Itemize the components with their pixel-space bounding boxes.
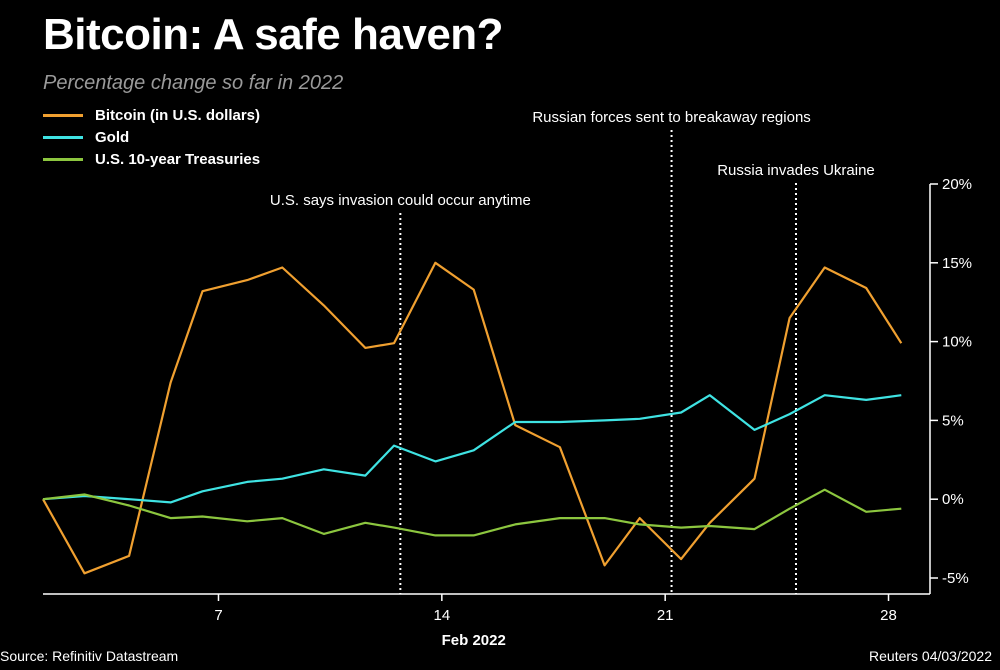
source-note: Source: Refinitiv Datastream xyxy=(0,648,179,664)
annotation-label: Russia invades Ukraine xyxy=(717,162,875,179)
x-axis-title: Feb 2022 xyxy=(442,632,506,649)
chart-title: Bitcoin: A safe haven? xyxy=(43,10,504,59)
legend-swatch-treasuries xyxy=(43,157,83,161)
legend-swatch-gold xyxy=(43,135,83,139)
x-tick-label: 7 xyxy=(214,607,222,624)
legend-item-bitcoin: Bitcoin (in U.S. dollars) xyxy=(43,104,260,126)
x-tick-label: 28 xyxy=(880,607,897,624)
y-tick-label: 15% xyxy=(942,255,972,272)
legend-item-gold: Gold xyxy=(43,126,260,148)
chart-subtitle: Percentage change so far in 2022 xyxy=(43,72,344,94)
annotation-label: U.S. says invasion could occur anytime xyxy=(270,192,531,209)
y-tick-label: -5% xyxy=(942,570,969,587)
x-tick-label: 14 xyxy=(433,607,450,624)
gold-line xyxy=(42,394,902,504)
legend-item-treasuries: U.S. 10-year Treasuries xyxy=(43,148,260,170)
y-tick-label: 20% xyxy=(942,176,972,193)
legend-label-bitcoin: Bitcoin (in U.S. dollars) xyxy=(95,106,261,124)
y-tick-label: 0% xyxy=(942,491,964,508)
legend-label-treasuries: U.S. 10-year Treasuries xyxy=(95,150,261,168)
y-tick-label: 5% xyxy=(942,412,964,429)
credit-note: Reuters 04/03/2022 xyxy=(869,648,992,664)
x-tick-label: 21 xyxy=(657,607,674,624)
bitcoin-line xyxy=(42,261,903,575)
legend: Bitcoin (in U.S. dollars) Gold U.S. 10-y… xyxy=(43,104,260,170)
legend-swatch-bitcoin xyxy=(43,113,83,117)
annotation-label: Russian forces sent to breakaway regions xyxy=(532,109,810,126)
legend-label-gold: Gold xyxy=(95,128,130,146)
treasuries-line xyxy=(42,488,902,537)
y-tick-label: 10% xyxy=(942,334,972,351)
